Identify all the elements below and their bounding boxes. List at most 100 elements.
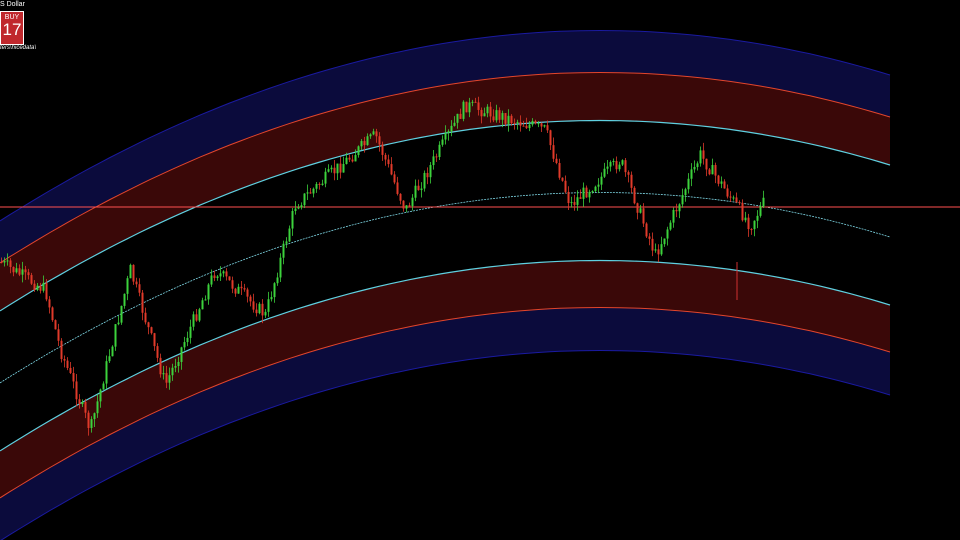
candle-body <box>168 375 171 383</box>
candle-body <box>243 288 246 290</box>
candle-body <box>417 185 420 191</box>
candle-body <box>708 169 711 175</box>
candle-body <box>669 222 672 230</box>
candle-body <box>15 268 18 273</box>
candle-body <box>615 160 618 170</box>
candle-body <box>204 299 207 301</box>
candle-body <box>51 307 54 321</box>
candle-body <box>675 209 678 212</box>
candle-body <box>255 309 258 314</box>
buy-button[interactable]: BUY 17 <box>0 11 24 45</box>
candle-body <box>531 121 534 125</box>
candle-body <box>528 124 531 129</box>
candle-body <box>237 286 240 294</box>
candle-body <box>9 260 12 267</box>
candle-body <box>132 264 135 282</box>
candle-body <box>75 381 78 400</box>
candle-body <box>705 158 708 170</box>
candle-body <box>414 185 417 198</box>
candle-body <box>699 150 702 164</box>
candle-body <box>276 277 279 284</box>
candle-body <box>231 280 234 289</box>
candle-body <box>711 165 714 175</box>
candle-body <box>381 144 384 155</box>
candle-body <box>435 156 438 158</box>
candle-body <box>411 197 414 207</box>
candle-body <box>309 192 312 194</box>
candle-body <box>156 346 159 358</box>
candle-body <box>339 163 342 173</box>
candle-body <box>186 337 189 343</box>
candle-body <box>267 299 270 312</box>
candle-body <box>399 193 402 201</box>
candle-body <box>501 113 504 120</box>
candle-body <box>372 131 375 135</box>
candle-body <box>744 217 747 221</box>
candle-body <box>663 238 666 245</box>
candle-body <box>762 197 765 207</box>
symbol-label: S Dollar <box>0 1 25 8</box>
candle-body <box>402 200 405 209</box>
candle-body <box>345 157 348 164</box>
channel-line <box>0 349 891 540</box>
candle-body <box>759 206 762 216</box>
candle-body <box>387 159 390 165</box>
candle-body <box>33 283 36 290</box>
candle-body <box>228 276 231 281</box>
candle-body <box>129 264 132 279</box>
candle-body <box>249 296 252 302</box>
candle-body <box>6 260 9 262</box>
candle-body <box>558 163 561 178</box>
candle-body <box>690 169 693 179</box>
candle-body <box>597 184 600 187</box>
candle-body <box>144 312 147 323</box>
candle-body <box>519 122 522 126</box>
candle-body <box>576 197 579 205</box>
candle-body <box>189 326 192 338</box>
candle-body <box>30 275 33 284</box>
candle-body <box>450 125 453 132</box>
candle-body <box>48 299 51 308</box>
candle-body <box>63 359 66 361</box>
candle-body <box>333 167 336 174</box>
candle-body <box>480 109 483 117</box>
candle-body <box>507 115 510 124</box>
candle-body <box>279 257 282 278</box>
candle-body <box>66 360 69 368</box>
candle-body <box>147 322 150 328</box>
candle-body <box>750 229 753 231</box>
candle-body <box>330 167 333 170</box>
candle-body <box>462 101 465 119</box>
candle-body <box>522 125 525 127</box>
candle-body <box>18 268 21 275</box>
candle-body <box>552 145 555 159</box>
candle-body <box>60 340 63 360</box>
candle-body <box>603 168 606 177</box>
candle-body <box>636 203 639 213</box>
candle-body <box>162 373 165 375</box>
candle-body <box>153 333 156 347</box>
candle-body <box>363 141 366 146</box>
candle-body <box>81 402 84 405</box>
candle-body <box>141 292 144 313</box>
candle-body <box>384 154 387 160</box>
candle-body <box>120 305 123 323</box>
lower-blue-band <box>0 307 890 540</box>
candle-body <box>348 157 351 160</box>
candle-body <box>222 271 225 274</box>
candle-body <box>585 187 588 198</box>
candle-body <box>123 293 126 306</box>
candle-body <box>405 205 408 209</box>
candle-body <box>297 207 300 209</box>
candle-body <box>0 262 3 263</box>
candle-body <box>111 346 114 357</box>
candle-body <box>429 165 432 178</box>
candle-body <box>627 172 630 175</box>
candle-body <box>375 131 378 137</box>
candle-body <box>174 366 177 368</box>
candle-body <box>654 249 657 251</box>
candle-body <box>741 202 744 221</box>
candle-body <box>234 288 237 294</box>
